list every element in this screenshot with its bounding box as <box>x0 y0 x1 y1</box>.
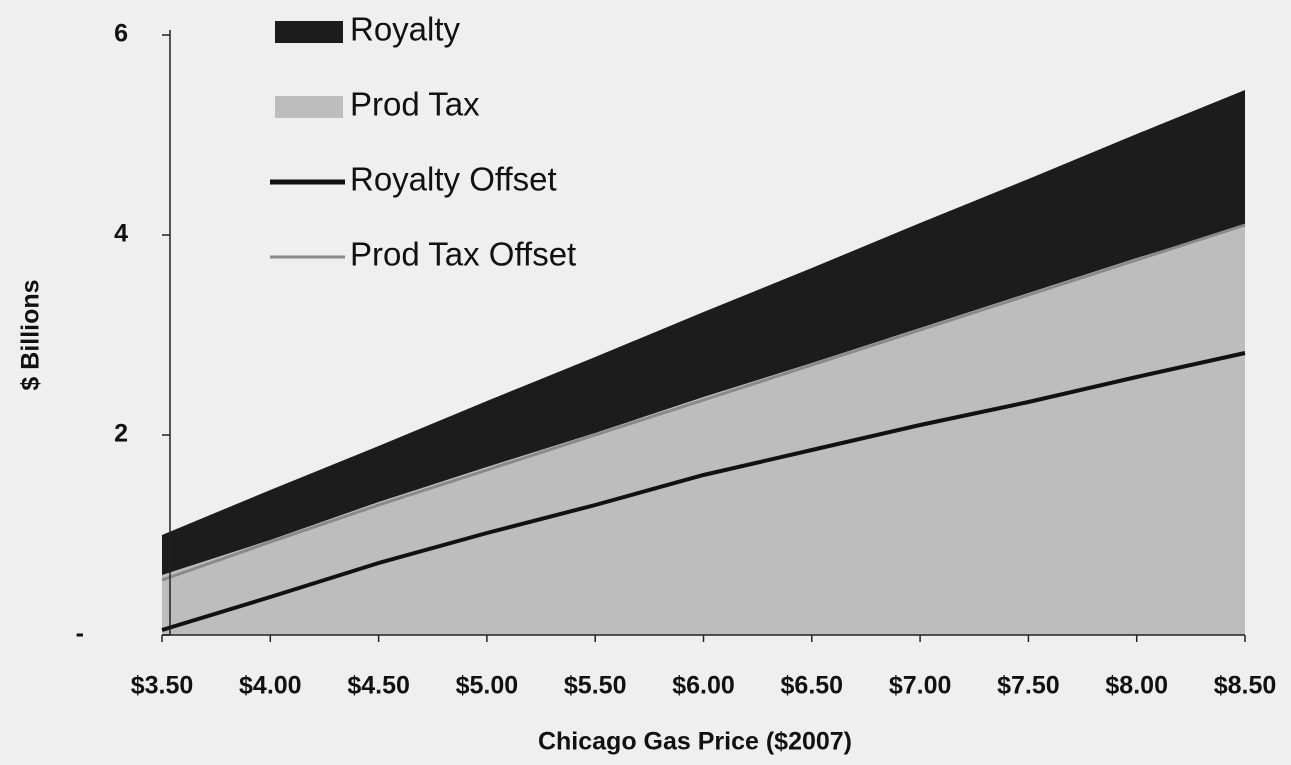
line <box>161 351 1246 632</box>
x-tick-label: $8.00 <box>1105 672 1168 700</box>
x-tick-label: $5.00 <box>456 672 519 700</box>
x-tick-label: $3.50 <box>131 672 194 700</box>
x-tick-label: $5.50 <box>564 672 627 700</box>
y-tick-label: - <box>76 620 84 648</box>
x-tick-label: $4.50 <box>347 672 410 700</box>
y-tick-label: 4 <box>114 220 128 248</box>
legend-swatch <box>275 96 343 118</box>
y-tick-label: 6 <box>114 20 128 48</box>
legend-label: Prod Tax <box>350 86 480 123</box>
x-tick-label: $7.00 <box>889 672 952 700</box>
y-axis-label: $ Billions <box>17 279 45 390</box>
x-tick-label: $7.50 <box>997 672 1060 700</box>
legend-label: Royalty Offset <box>350 161 557 198</box>
x-tick-label: $6.00 <box>672 672 735 700</box>
area <box>162 225 1245 635</box>
legend-label: Prod Tax Offset <box>350 236 576 273</box>
legend-swatch <box>275 21 343 43</box>
legend-label: Royalty <box>350 11 461 48</box>
y-tick-label: 2 <box>114 420 128 448</box>
line <box>161 223 1246 582</box>
x-axis-label: Chicago Gas Price ($2007) <box>538 728 852 756</box>
x-tick-label: $8.50 <box>1214 672 1277 700</box>
x-tick-label: $6.50 <box>781 672 844 700</box>
x-tick-label: $4.00 <box>239 672 302 700</box>
area <box>162 90 1245 575</box>
